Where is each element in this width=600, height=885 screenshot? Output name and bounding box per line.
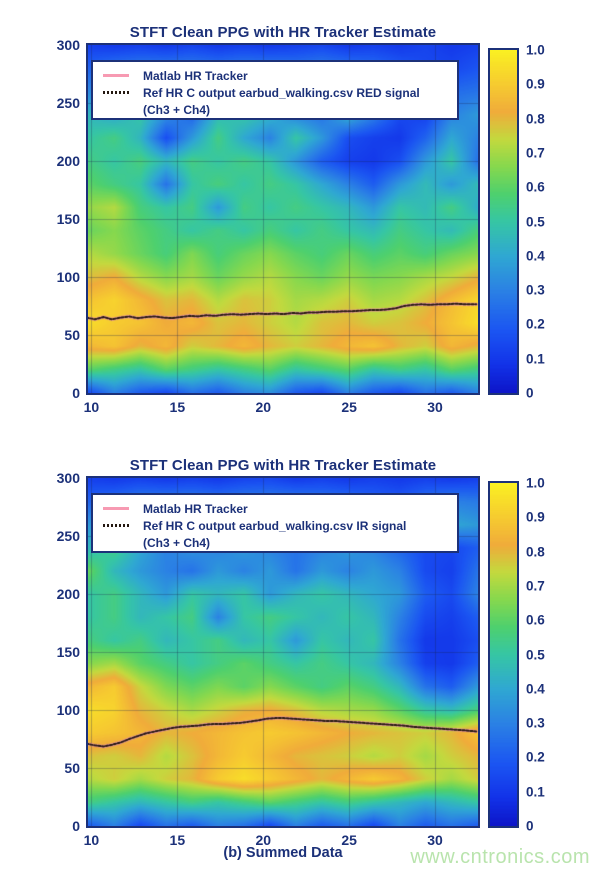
y-tick-label: 100 (56, 702, 80, 718)
y-tick-label: 200 (56, 586, 80, 602)
legend: Matlab HR Tracker Ref HR C output earbud… (91, 60, 459, 120)
colorbar (488, 48, 519, 395)
legend-label-continued: (Ch3 + Ch4) (143, 535, 211, 550)
colorbar-tick-label: 0.1 (526, 784, 545, 800)
colorbar-tick-label: 0.8 (526, 111, 545, 127)
legend-label: Ref HR C output earbud_walking.csv RED s… (143, 85, 420, 100)
colorbar-tick-label: 0.9 (526, 76, 545, 92)
x-tick-label: 20 (255, 399, 272, 415)
colorbar-tick-label: 1.0 (526, 475, 545, 491)
chart-title: STFT Clean PPG with HR Tracker Estimate (129, 457, 437, 474)
legend-row: Matlab HR Tracker (103, 67, 457, 84)
legend-row: Ref HR C output earbud_walking.csv RED s… (103, 84, 457, 101)
colorbar-tick-label: 0.4 (526, 681, 545, 697)
legend-row: Matlab HR Tracker (103, 500, 457, 517)
x-tick-label: 15 (169, 832, 186, 848)
figure-caption: (b) Summed Data (223, 845, 343, 861)
colorbar-tick-label: 0.8 (526, 544, 545, 560)
x-tick-label: 30 (427, 399, 443, 415)
legend-label: Matlab HR Tracker (143, 68, 248, 83)
dotted-line-swatch (103, 91, 129, 94)
x-tick-label: 20 (255, 832, 272, 848)
colorbar-tick-label: 0.3 (526, 715, 545, 731)
plot-frame: Matlab HR Tracker Ref HR C output earbud… (86, 476, 480, 828)
x-tick-label: 10 (83, 832, 100, 848)
colorbar-tick-label: 0.5 (526, 214, 545, 229)
y-tick-label: 50 (64, 760, 80, 776)
y-tick-label: 250 (56, 95, 80, 111)
chart-title: STFT Clean PPG with HR Tracker Estimate (129, 24, 437, 41)
x-tick-label: 25 (341, 832, 357, 848)
legend-row: (Ch3 + Ch4) (103, 101, 457, 118)
legend-swatch-spacer (103, 108, 129, 111)
colorbar-tick-label: 0 (526, 818, 534, 834)
colorbar-tick-label: 0.1 (526, 351, 545, 367)
colorbar-tick-label: 0.7 (526, 578, 545, 594)
plot-frame: Matlab HR Tracker Ref HR C output earbud… (86, 43, 480, 395)
legend: Matlab HR Tracker Ref HR C output earbud… (91, 493, 459, 553)
x-tick-label: 25 (341, 399, 357, 415)
y-tick-label: 300 (56, 470, 80, 486)
legend-label-continued: (Ch3 + Ch4) (143, 102, 211, 117)
colorbar-canvas (490, 483, 517, 826)
y-tick-label: 50 (64, 327, 80, 343)
y-tick-label: 0 (72, 385, 80, 401)
y-tick-label: 150 (56, 644, 80, 660)
colorbar-tick-label: 0.2 (526, 749, 545, 765)
colorbar-tick-label: 0.6 (526, 612, 545, 628)
y-tick-label: 300 (56, 37, 80, 53)
x-tick-label: 15 (169, 399, 186, 415)
y-tick-label: 0 (72, 818, 80, 834)
colorbar-tick-label: 0.4 (526, 248, 545, 264)
pink-line-swatch (103, 74, 129, 77)
legend-row: Ref HR C output earbud_walking.csv IR si… (103, 517, 457, 534)
y-tick-label: 100 (56, 269, 80, 285)
colorbar-tick-label: 0.2 (526, 316, 545, 332)
legend-label: Matlab HR Tracker (143, 501, 248, 516)
y-tick-label: 250 (56, 528, 80, 544)
colorbar-tick-label: 0.6 (526, 179, 545, 195)
colorbar-tick-label: 0.9 (526, 509, 545, 525)
pink-line-swatch (103, 507, 129, 510)
colorbar-tick-label: 0 (526, 385, 534, 401)
x-tick-label: 10 (83, 399, 100, 415)
legend-swatch-spacer (103, 541, 129, 544)
x-tick-label: 30 (427, 832, 443, 848)
dotted-line-swatch (103, 524, 129, 527)
colorbar (488, 481, 519, 828)
y-tick-label: 150 (56, 211, 80, 227)
colorbar-tick-label: 0.7 (526, 145, 545, 161)
watermark: www.cntronics.com (410, 846, 590, 868)
colorbar-tick-label: 0.5 (526, 647, 545, 662)
colorbar-tick-label: 1.0 (526, 42, 545, 58)
colorbar-canvas (490, 50, 517, 393)
colorbar-tick-label: 0.3 (526, 282, 545, 298)
y-tick-label: 200 (56, 153, 80, 169)
legend-row: (Ch3 + Ch4) (103, 534, 457, 551)
legend-label: Ref HR C output earbud_walking.csv IR si… (143, 518, 407, 533)
